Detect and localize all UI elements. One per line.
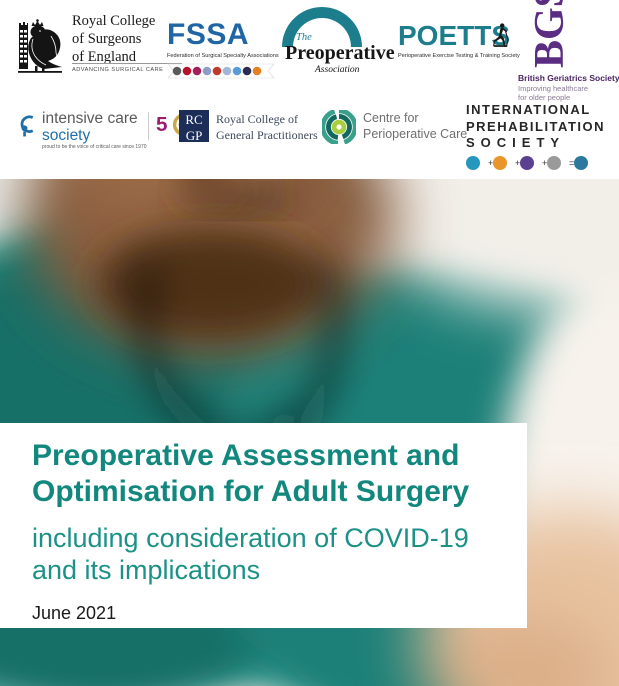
svg-text:=: = xyxy=(569,158,574,168)
svg-text:+: + xyxy=(542,158,547,168)
svg-text:+: + xyxy=(488,158,493,168)
svg-text:5: 5 xyxy=(156,113,168,136)
svg-text:+: + xyxy=(515,158,520,168)
